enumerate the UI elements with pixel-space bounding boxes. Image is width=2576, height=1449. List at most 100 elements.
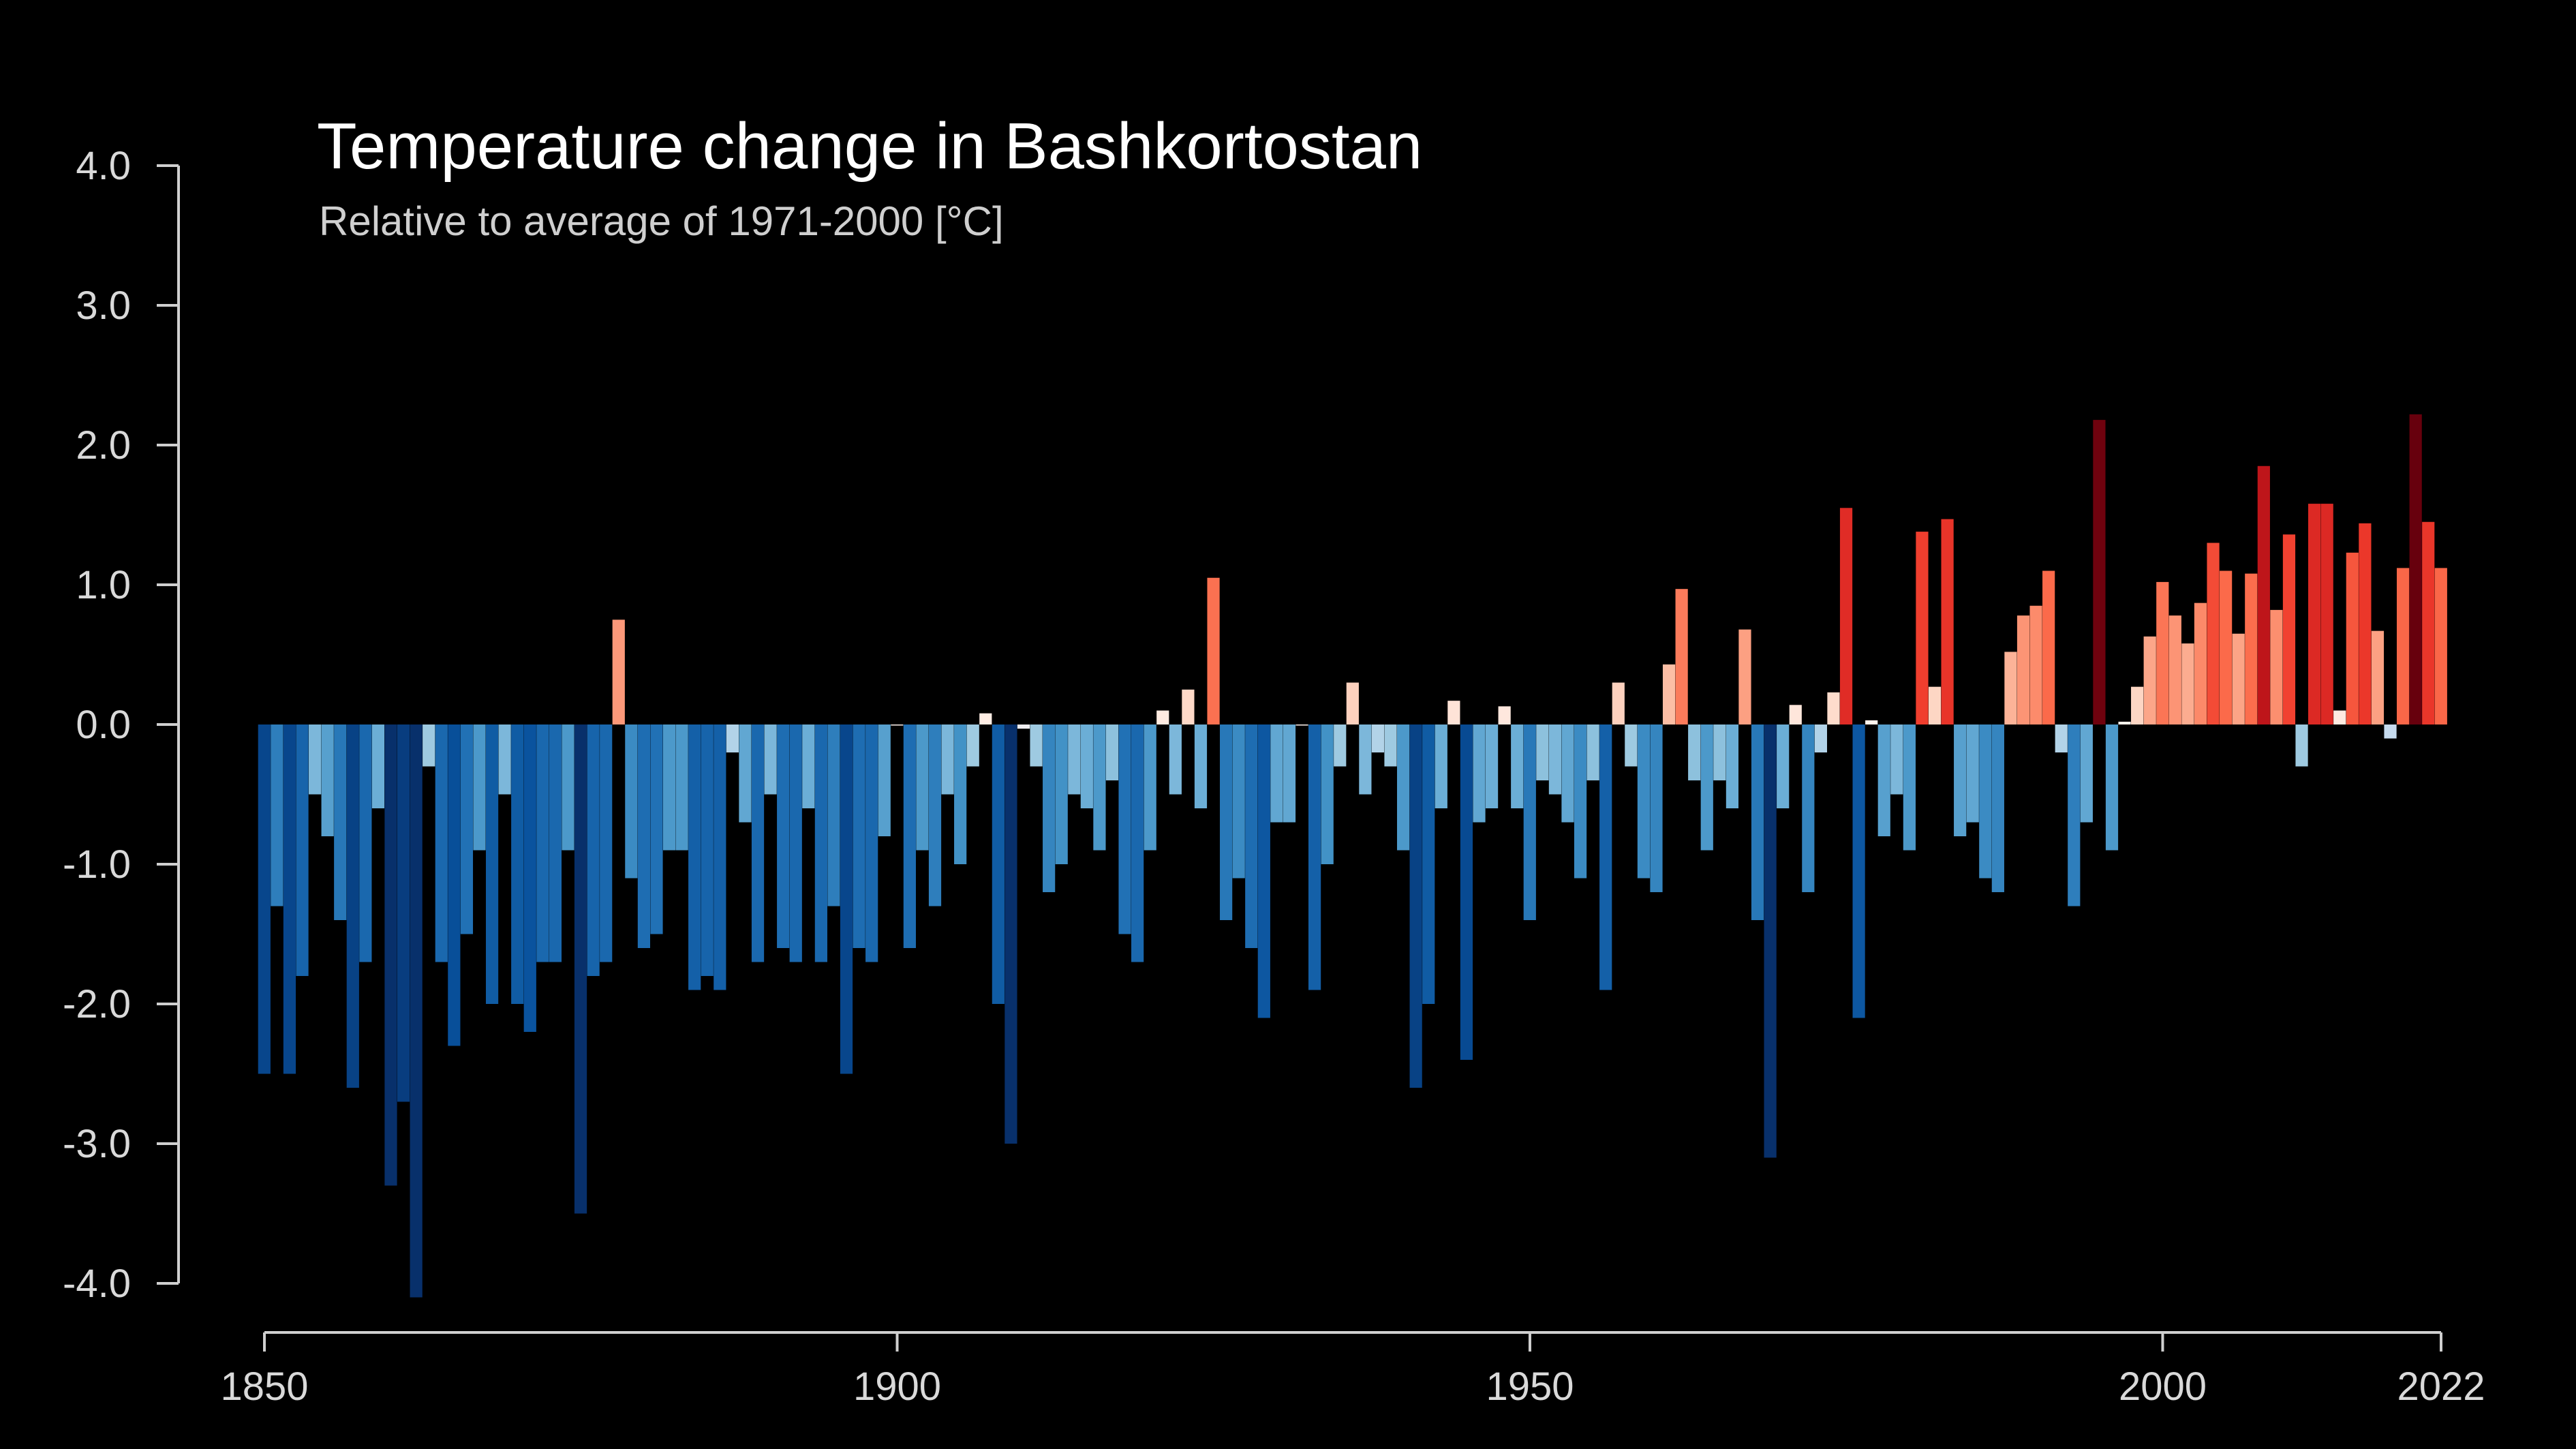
bar-1906 <box>966 724 979 767</box>
bar-1913 <box>1055 724 1068 864</box>
bar-1892 <box>789 724 802 962</box>
bar-1904 <box>941 724 954 795</box>
bar-1937 <box>1359 724 1372 795</box>
bar-1922 <box>1169 724 1182 795</box>
x-tick-label: 1950 <box>1486 1364 1574 1409</box>
bar-1853 <box>296 724 309 976</box>
bar-1939 <box>1384 724 1397 767</box>
bar-1932 <box>1295 724 1308 726</box>
bar-2005 <box>2220 570 2233 724</box>
bar-1890 <box>764 724 777 795</box>
x-axis: 1850 1900 1950 2000 2022 <box>220 1331 2485 1409</box>
bar-1867 <box>473 724 486 851</box>
bar-1882 <box>662 724 676 851</box>
bar-1933 <box>1308 724 1321 990</box>
bar-1899 <box>878 724 891 836</box>
bar-1851 <box>271 724 283 906</box>
bar-2020 <box>2409 414 2422 724</box>
bar-1934 <box>1321 724 1334 864</box>
bar-1981 <box>1916 532 1929 724</box>
y-tick-label: -4.0 <box>63 1262 131 1306</box>
bar-1921 <box>1156 710 1169 724</box>
bar-1865 <box>448 724 461 1046</box>
bar-2014 <box>2333 710 2346 724</box>
bar-1930 <box>1270 724 1283 823</box>
y-tick-label: 3.0 <box>76 284 131 328</box>
bar-1959 <box>1637 724 1651 879</box>
bar-1926 <box>1220 724 1233 920</box>
bar-1875 <box>574 724 587 1214</box>
bar-1941 <box>1409 724 1422 1088</box>
bar-1928 <box>1245 724 1258 948</box>
bar-1925 <box>1207 577 1220 724</box>
bar-2001 <box>2168 615 2181 724</box>
bar-1980 <box>1903 724 1916 851</box>
bar-1887 <box>726 724 739 752</box>
bar-2008 <box>2257 466 2270 724</box>
bar-1967 <box>1738 629 1751 724</box>
bar-1909 <box>1005 724 1017 1144</box>
x-tick-label: 1850 <box>220 1364 308 1409</box>
y-axis: 4.0 3.0 2.0 1.0 0.0 -1.0 -2.0 -3.0 -4.0 <box>63 144 180 1306</box>
bar-1910 <box>1017 724 1030 729</box>
bar-1962 <box>1675 589 1688 724</box>
bar-1886 <box>714 724 726 990</box>
bar-1871 <box>523 724 536 1032</box>
bar-1997 <box>2118 721 2131 724</box>
bar-1908 <box>992 724 1005 1004</box>
bar-1968 <box>1751 724 1764 920</box>
bar-1976 <box>1852 724 1865 1018</box>
bar-1905 <box>954 724 967 864</box>
bar-1912 <box>1043 724 1056 892</box>
bar-1999 <box>2143 636 2156 724</box>
bar-1931 <box>1283 724 1296 823</box>
bar-1955 <box>1586 724 1599 780</box>
bar-1945 <box>1460 724 1473 1060</box>
bar-2011 <box>2295 724 2308 767</box>
bar-1971 <box>1789 705 1802 724</box>
bar-1972 <box>1802 724 1815 892</box>
bar-2021 <box>2422 521 2435 724</box>
bar-1964 <box>1700 724 1713 851</box>
y-tick-label: -2.0 <box>63 982 131 1026</box>
bar-1986 <box>1979 724 1992 879</box>
bar-1966 <box>1726 724 1739 808</box>
bar-1889 <box>751 724 765 962</box>
bar-1893 <box>802 724 815 808</box>
bar-2015 <box>2346 552 2359 724</box>
bar-1954 <box>1574 724 1587 879</box>
x-tick-label: 2022 <box>2397 1364 2485 1409</box>
bar-1850 <box>258 724 271 1074</box>
y-tick-label: 0.0 <box>76 703 131 747</box>
bar-1985 <box>1966 724 1979 823</box>
bar-1998 <box>2131 686 2144 724</box>
bar-1923 <box>1182 689 1195 724</box>
bar-1982 <box>1928 686 1942 724</box>
bar-1979 <box>1890 724 1903 795</box>
bar-1987 <box>1991 724 2004 892</box>
bar-1944 <box>1447 701 1460 724</box>
bar-1956 <box>1599 724 1612 990</box>
bar-2017 <box>2371 630 2385 724</box>
bar-1961 <box>1662 664 1676 724</box>
bar-1874 <box>562 724 574 851</box>
y-tick-label: 1.0 <box>76 563 131 607</box>
bar-1891 <box>777 724 790 948</box>
bar-1902 <box>916 724 929 851</box>
bar-1963 <box>1688 724 1701 780</box>
bar-1866 <box>460 724 474 934</box>
bar-2002 <box>2181 643 2194 724</box>
bar-1947 <box>1485 724 1499 808</box>
bar-1901 <box>903 724 916 948</box>
bar-1952 <box>1548 724 1562 795</box>
bar-1888 <box>739 724 752 823</box>
bar-1992 <box>2055 724 2068 752</box>
y-tick-label: 2.0 <box>76 423 131 468</box>
bar-1852 <box>283 724 296 1074</box>
bar-1920 <box>1144 724 1156 851</box>
bar-1898 <box>865 724 878 962</box>
bar-1974 <box>1827 692 1840 724</box>
bar-1883 <box>675 724 688 851</box>
bar-1868 <box>485 724 499 1004</box>
